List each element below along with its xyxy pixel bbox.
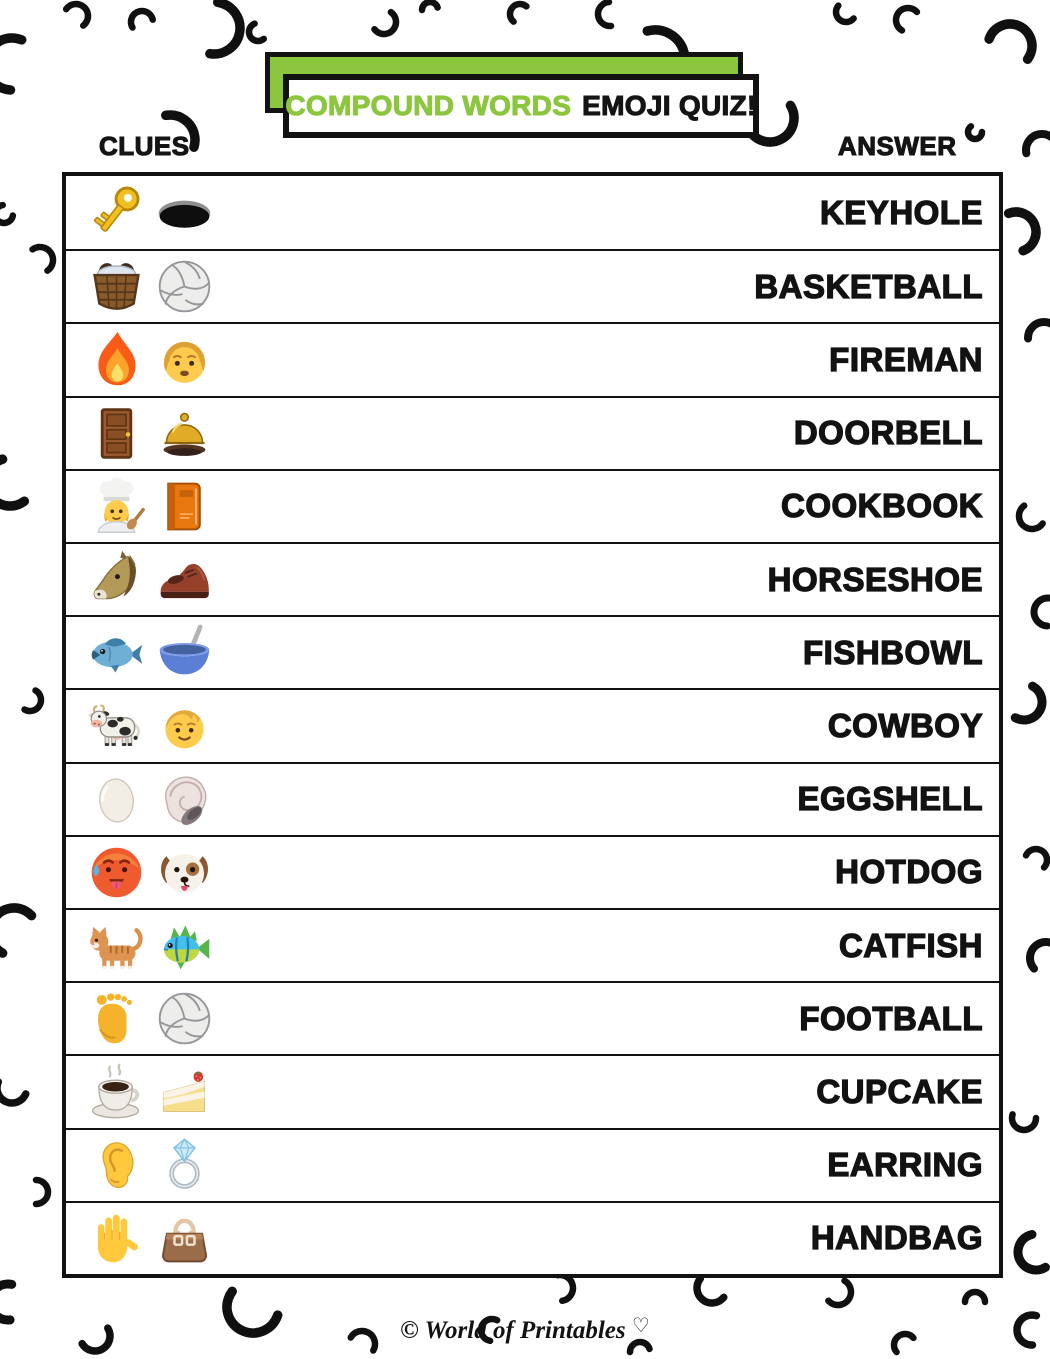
quiz-row: CATFISH — [66, 907, 999, 982]
quiz-row: FOOTBALL — [66, 981, 999, 1055]
man-emoji — [154, 329, 215, 390]
quiz-row: COOKBOOK — [66, 468, 999, 542]
quiz-row: DOORBELL — [66, 395, 999, 469]
shell-emoji — [154, 769, 215, 830]
quiz-row: EARRING — [66, 1127, 999, 1201]
horse-emoji — [86, 549, 147, 610]
answer-text: FOOTBALL — [799, 999, 983, 1037]
cat-emoji — [86, 915, 147, 976]
quiz-row: BASKETBALL — [66, 249, 999, 323]
cook-emoji — [86, 476, 147, 537]
answer-header: ANSWER — [837, 130, 957, 161]
answer-text: COWBOY — [827, 706, 983, 744]
answer-text: CATFISH — [838, 926, 983, 964]
cake-emoji — [154, 1061, 215, 1122]
title-part-black: EMOJI QUIZ! — [582, 89, 757, 121]
title-box: COMPOUND WORDS EMOJI QUIZ! — [283, 74, 759, 138]
clue-emojis — [86, 256, 215, 317]
answer-text: COOKBOOK — [780, 487, 983, 525]
answer-text: KEYHOLE — [819, 193, 983, 231]
ring-emoji — [154, 1135, 215, 1196]
clue-emojis — [86, 915, 215, 976]
clue-emojis — [86, 769, 215, 830]
hole-emoji — [154, 182, 215, 243]
volleyball-emoji — [154, 256, 215, 317]
clue-emojis — [86, 842, 215, 903]
bell-emoji — [154, 403, 215, 464]
clue-emojis — [86, 403, 215, 464]
clue-emojis — [86, 1208, 215, 1269]
answer-text: HORSESHOE — [767, 560, 983, 598]
answer-text: EARRING — [827, 1146, 983, 1184]
cow-emoji — [86, 695, 147, 756]
ear-emoji — [86, 1135, 147, 1196]
clue-emojis — [86, 622, 215, 683]
quiz-row: FISHBOWL — [66, 615, 999, 689]
fire-emoji — [86, 329, 147, 390]
answer-text: FISHBOWL — [802, 633, 983, 671]
quiz-row: CUPCAKE — [66, 1054, 999, 1128]
boy-emoji — [154, 695, 215, 756]
foot-emoji — [86, 988, 147, 1049]
key-emoji — [86, 182, 147, 243]
answer-text: DOORBELL — [793, 414, 983, 452]
quiz-table: KEYHOLE BASKETBALL FIREMAN DOORBELL COOKBOOK… — [62, 172, 1003, 1278]
quiz-row: COWBOY — [66, 688, 999, 762]
brand-name: World of Printables — [424, 1317, 626, 1344]
clue-emojis — [86, 476, 215, 537]
hand-emoji — [86, 1208, 147, 1269]
book-emoji — [154, 476, 215, 537]
title-part-green: COMPOUND WORDS — [285, 89, 572, 121]
answer-text: FIREMAN — [829, 340, 984, 378]
answer-text: BASKETBALL — [754, 267, 983, 305]
hotface-emoji — [86, 842, 147, 903]
bowl-emoji — [154, 622, 215, 683]
quiz-row: KEYHOLE — [66, 176, 999, 250]
footer-brand: © World of Printables ♡ — [0, 1313, 1050, 1345]
tropicalfish-emoji — [154, 915, 215, 976]
clues-header: CLUES — [98, 130, 190, 161]
shoe-emoji — [154, 549, 215, 610]
clue-emojis — [86, 988, 215, 1049]
clue-emojis — [86, 182, 215, 243]
answer-text: CUPCAKE — [816, 1072, 983, 1110]
volleyball-emoji — [154, 988, 215, 1049]
heart-icon: ♡ — [631, 1313, 650, 1337]
egg-emoji — [86, 769, 147, 830]
copyright-icon: © — [400, 1317, 419, 1344]
handbag-emoji — [154, 1208, 215, 1269]
clue-emojis — [86, 549, 215, 610]
quiz-row: HOTDOG — [66, 834, 999, 908]
quiz-row: FIREMAN — [66, 322, 999, 396]
dog-emoji — [154, 842, 215, 903]
answer-text: EGGSHELL — [797, 780, 983, 818]
clue-emojis — [86, 695, 215, 756]
quiz-row: EGGSHELL — [66, 761, 999, 835]
fish-emoji — [86, 622, 147, 683]
answer-text: HOTDOG — [835, 853, 984, 891]
quiz-row: HORSESHOE — [66, 541, 999, 616]
answer-text: HANDBAG — [810, 1219, 983, 1257]
quiz-row: HANDBAG — [66, 1200, 999, 1274]
clue-emojis — [86, 1061, 215, 1122]
coffee-emoji — [86, 1061, 147, 1122]
clue-emojis — [86, 1135, 215, 1196]
clue-emojis — [86, 329, 215, 390]
basket-emoji — [86, 256, 147, 317]
door-emoji — [86, 403, 147, 464]
